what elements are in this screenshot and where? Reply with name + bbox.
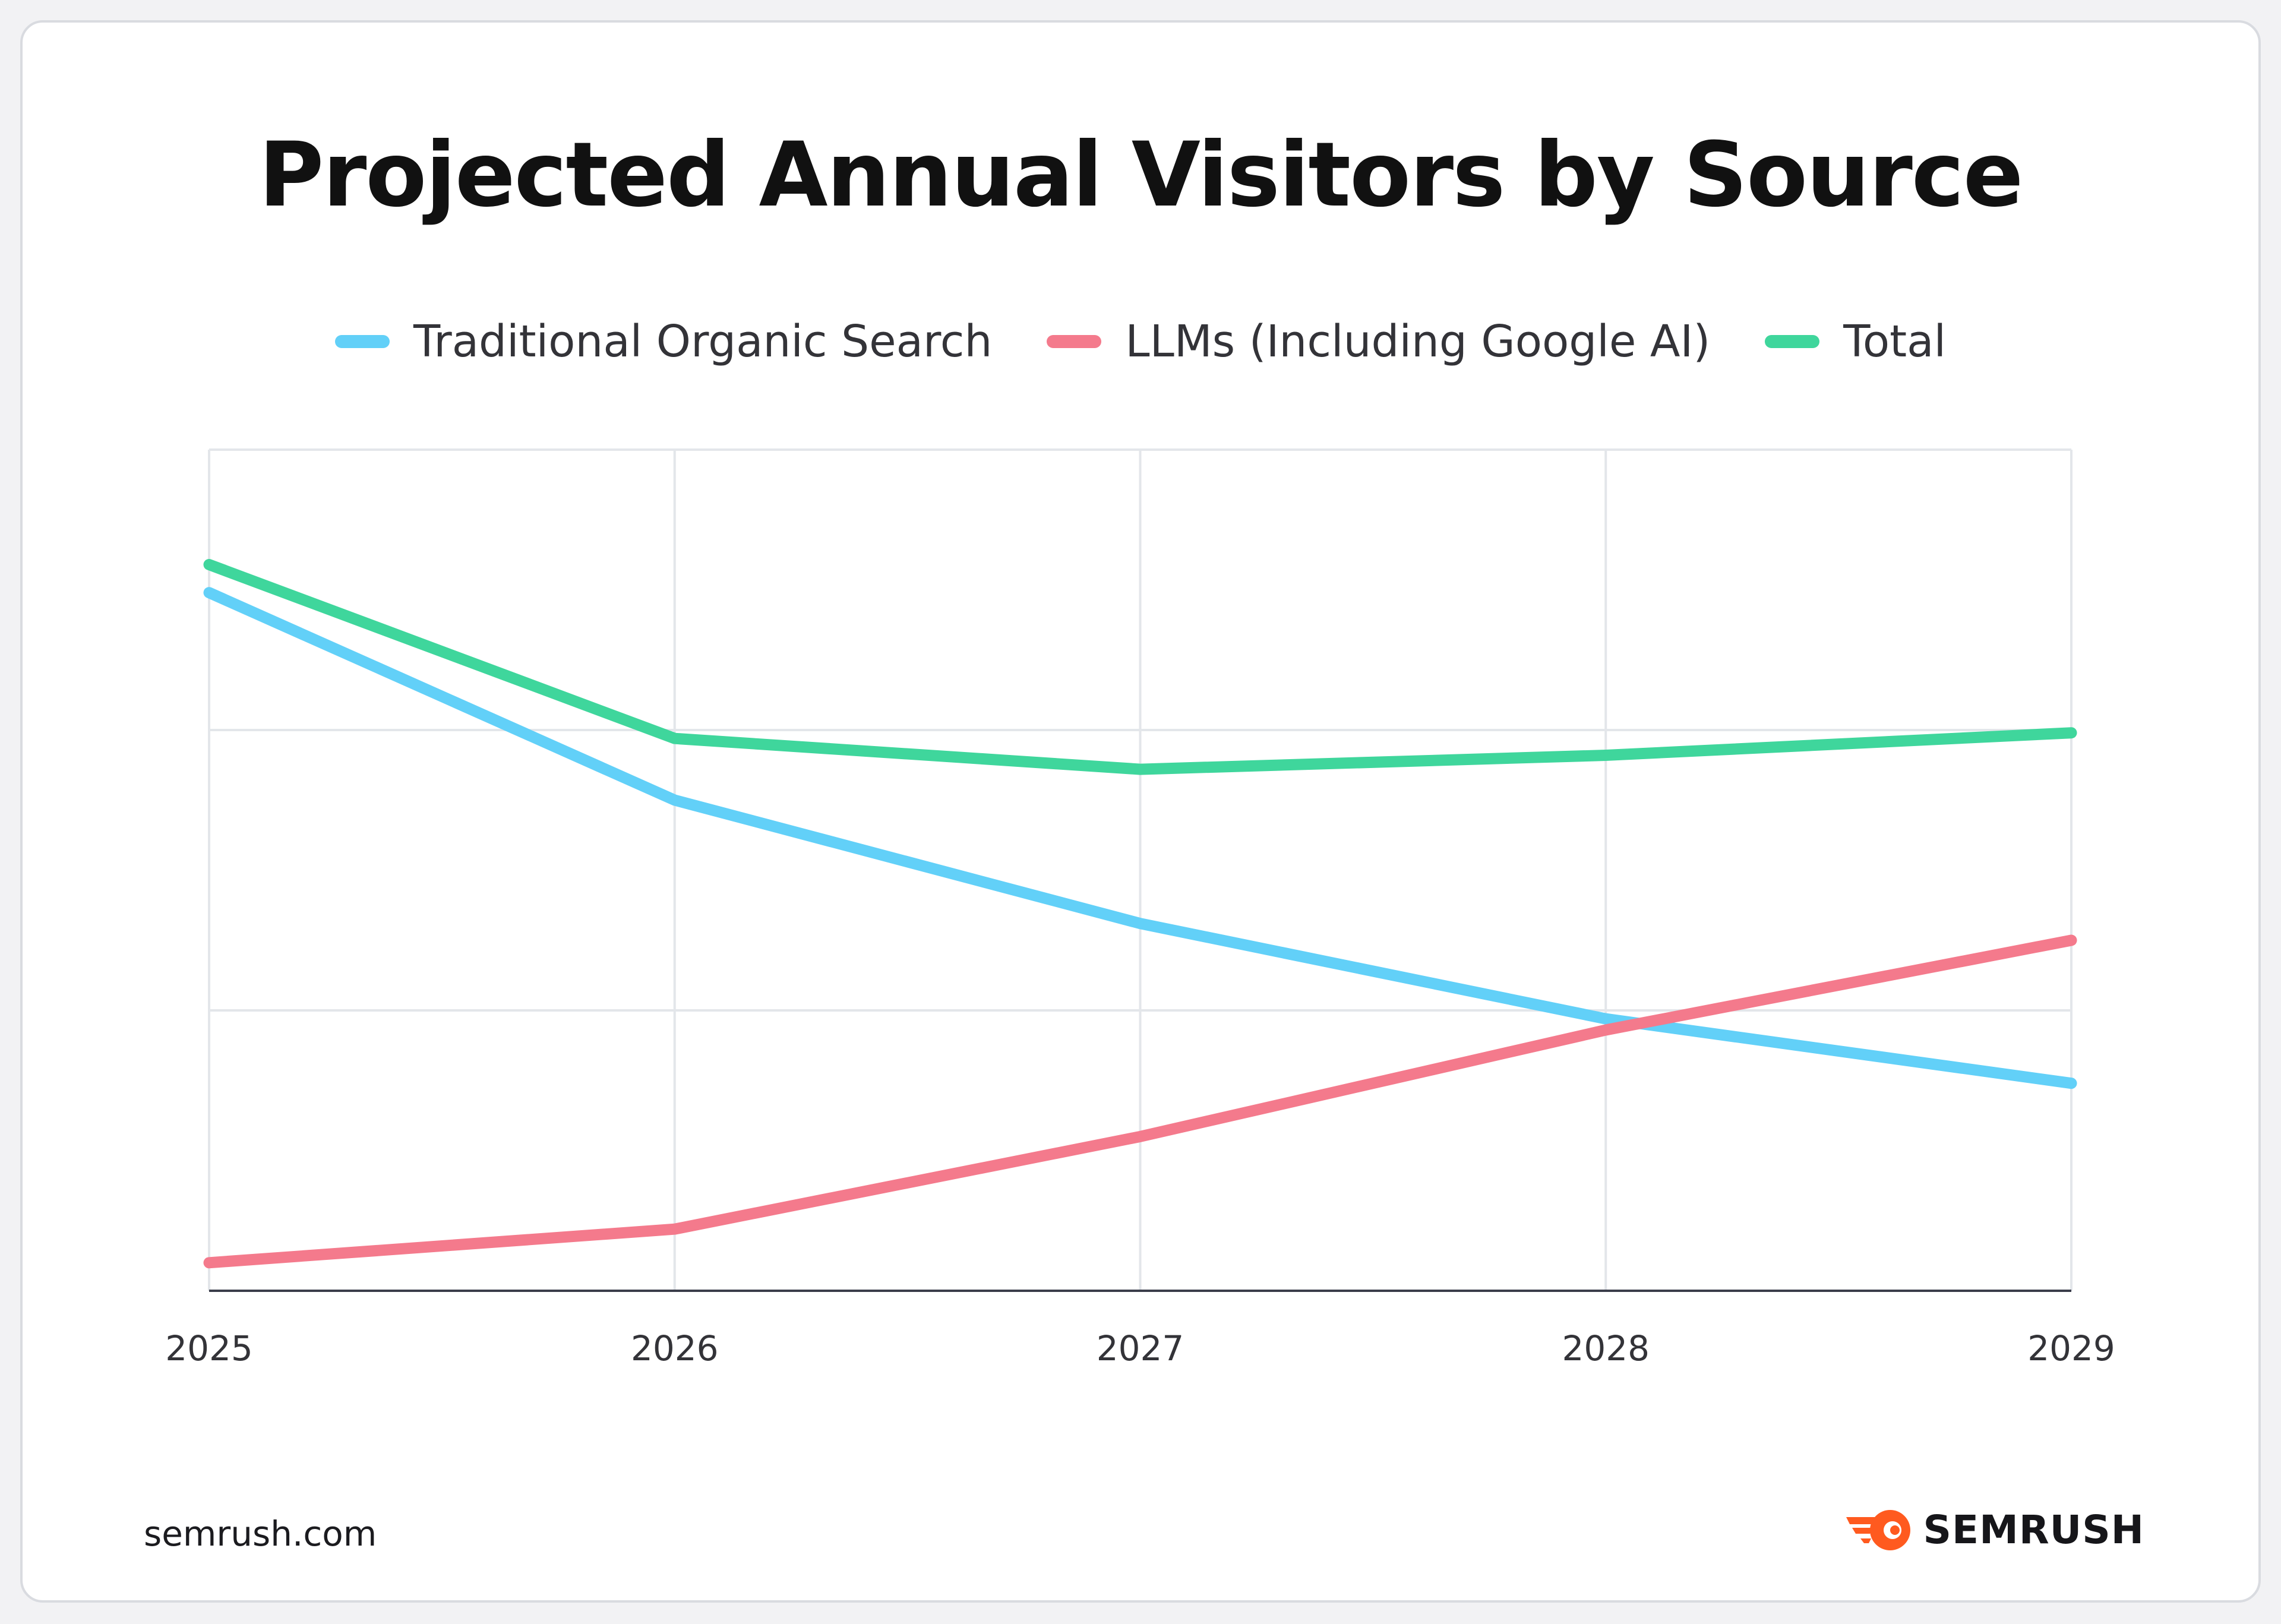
series-layer: [203, 559, 2077, 1269]
legend-swatch-organic: [334, 335, 390, 348]
data-point-organic-2025[interactable]: [204, 587, 214, 598]
legend-label-organic: Traditional Organic Search: [413, 316, 993, 367]
x-tick-label-2025: 2025: [165, 1328, 253, 1369]
data-point-llm-2026[interactable]: [669, 1224, 680, 1235]
semrush-logo: SEMRUSH: [1844, 1506, 2144, 1553]
semrush-fireball-icon: [1846, 1510, 1910, 1550]
data-point-llm-2025[interactable]: [204, 1257, 214, 1268]
legend-swatch-llm: [1047, 335, 1102, 348]
data-point-organic-2026[interactable]: [669, 795, 680, 805]
data-point-llm-2028[interactable]: [1600, 1025, 1612, 1036]
brand-name: SEMRUSH: [1923, 1506, 2144, 1553]
legend-swatch-total: [1765, 335, 1820, 348]
legend-item-total[interactable]: Total: [1765, 316, 1946, 367]
data-point-organic-2027[interactable]: [1135, 918, 1146, 929]
data-point-total-2025[interactable]: [204, 559, 214, 570]
data-point-total-2026[interactable]: [669, 733, 680, 744]
x-tick-labels: 2025 2026 2027 2028 2029: [165, 1328, 2115, 1369]
data-point-organic-2028[interactable]: [1600, 1013, 1612, 1025]
x-tick-label-2028: 2028: [1562, 1328, 1650, 1369]
data-point-organic-2029[interactable]: [2066, 1078, 2077, 1089]
legend-item-organic[interactable]: Traditional Organic Search: [334, 316, 993, 367]
data-point-llm-2027[interactable]: [1135, 1131, 1146, 1142]
data-point-total-2027[interactable]: [1135, 764, 1146, 775]
data-point-total-2028[interactable]: [1600, 750, 1612, 761]
footer-site-text: semrush.com: [144, 1514, 377, 1554]
legend-item-llm[interactable]: LLMs (Including Google AI): [1047, 316, 1710, 367]
x-tick-label-2029: 2029: [2027, 1328, 2115, 1369]
x-tick-label-2026: 2026: [631, 1328, 719, 1369]
data-point-total-2029[interactable]: [2066, 727, 2077, 738]
chart-legend: Traditional Organic Search LLMs (Includi…: [0, 309, 2281, 374]
data-point-llm-2029[interactable]: [2066, 935, 2077, 946]
x-tick-label-2027: 2027: [1097, 1328, 1184, 1369]
legend-label-llm: LLMs (Including Google AI): [1125, 316, 1711, 367]
grid-layer: [208, 448, 2073, 1291]
legend-label-total: Total: [1843, 316, 1947, 367]
chart-title: Projected Annual Visitors by Source: [258, 124, 2023, 227]
